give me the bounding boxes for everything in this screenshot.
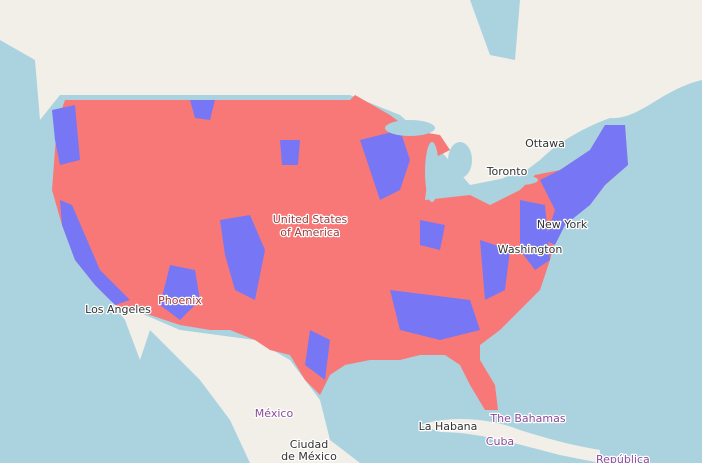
canada [0,0,702,185]
cuba [420,418,600,463]
city-label: de México [281,450,337,463]
city-label: La Habana [419,420,478,433]
country-label: The Bahamas [489,412,565,425]
country-label: República [596,453,650,463]
country-label: Cuba [486,435,514,448]
mexico [110,300,360,463]
labels: Ottawa Toronto New York Washington Unite… [84,136,651,463]
city-label: New York [537,218,588,231]
city-label: Ciudad [290,438,328,451]
city-label: Toronto [486,165,528,178]
city-label: Phoenix [158,294,202,307]
city-label: Ottawa [525,137,565,150]
city-label: Los Angeles [85,303,151,316]
city-label: Washington [498,243,563,256]
united-states [52,95,628,410]
country-label: United States [273,213,348,226]
country-label: of America [280,226,339,239]
blue-regions [52,100,628,380]
great-lakes [385,120,538,202]
country-label: México [255,407,294,420]
hudson-bay [470,0,520,60]
